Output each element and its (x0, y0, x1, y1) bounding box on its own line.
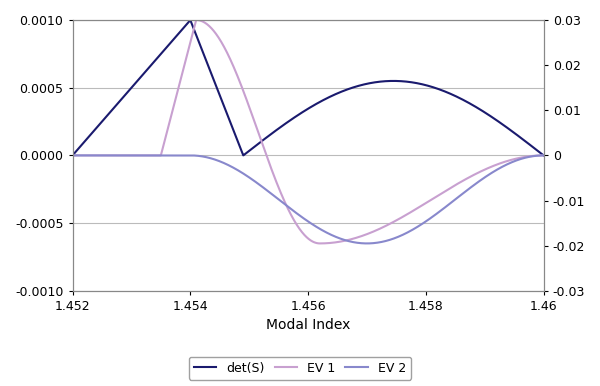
det(S) (270, 130, 277, 134)
det(S) (250, 145, 257, 150)
EV 1 (69, 153, 76, 158)
Line: EV 2: EV 2 (73, 156, 544, 244)
EV 1 (531, 154, 538, 158)
EV 1 (151, 153, 158, 158)
EV 2 (540, 153, 547, 158)
EV 2 (151, 153, 158, 158)
EV 1 (250, 116, 257, 121)
EV 2 (480, 176, 487, 180)
EV 1 (481, 168, 488, 172)
EV 2 (69, 153, 76, 158)
EV 1 (316, 241, 323, 246)
det(S) (531, 146, 538, 151)
X-axis label: Modal Index: Modal Index (266, 318, 350, 332)
EV 1 (270, 173, 277, 178)
EV 2 (270, 193, 277, 198)
det(S) (151, 59, 158, 64)
Legend: det(S), EV 1, EV 2: det(S), EV 1, EV 2 (189, 357, 411, 380)
det(S) (480, 110, 487, 114)
EV 1 (122, 153, 130, 158)
Line: EV 1: EV 1 (73, 20, 544, 244)
EV 2 (122, 153, 130, 158)
det(S) (69, 153, 76, 158)
EV 2 (363, 241, 370, 246)
det(S) (540, 153, 547, 158)
EV 1 (540, 153, 547, 158)
det(S) (187, 18, 194, 22)
EV 2 (531, 154, 538, 158)
EV 2 (250, 178, 257, 183)
Line: det(S): det(S) (73, 20, 544, 156)
EV 1 (193, 18, 200, 22)
det(S) (122, 91, 130, 96)
